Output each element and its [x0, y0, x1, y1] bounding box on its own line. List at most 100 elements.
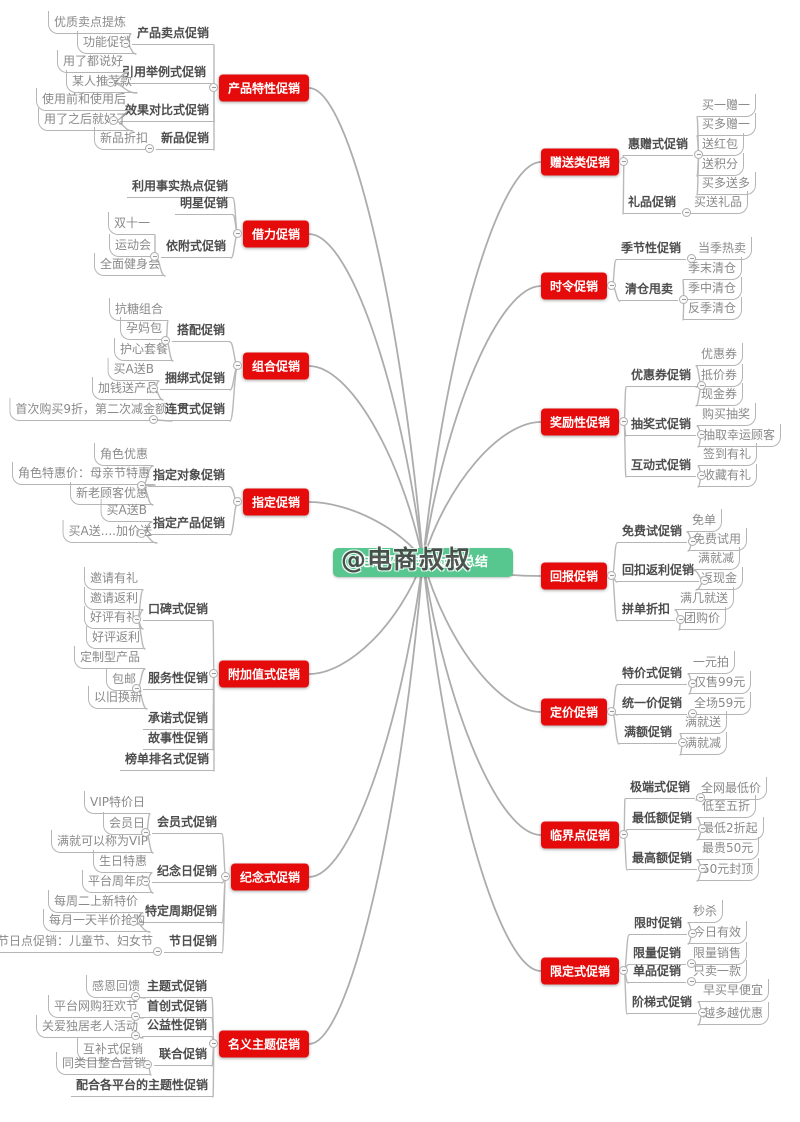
leaf-topic[interactable]: 邀请返利: [83, 587, 143, 610]
subtopic[interactable]: 承诺式促销: [142, 707, 213, 730]
subtopic[interactable]: 依附式促销: [160, 235, 231, 258]
leaf-topic[interactable]: 限量销售: [688, 942, 748, 965]
subtopic[interactable]: 清仓甩卖: [620, 278, 679, 301]
subtopic[interactable]: 特价式促销: [617, 662, 688, 685]
branch-topic[interactable]: 回报促销: [541, 562, 608, 590]
subtopic[interactable]: 指定产品促销: [147, 512, 230, 535]
leaf-topic[interactable]: 季末清仓: [683, 257, 743, 280]
collapse-button[interactable]: [161, 336, 170, 345]
collapse-button[interactable]: [141, 828, 150, 837]
leaf-topic[interactable]: 使用前和使用后: [35, 88, 131, 111]
leaf-topic[interactable]: 最低2折起: [697, 817, 764, 840]
leaf-topic[interactable]: 当季热卖: [693, 237, 753, 260]
branch-topic[interactable]: 指定促销: [242, 488, 309, 516]
subtopic[interactable]: 配合各平台的主题性促销: [70, 1074, 213, 1097]
leaf-topic[interactable]: 买送礼品: [689, 191, 749, 214]
leaf-topic[interactable]: 买多送多: [697, 172, 757, 195]
leaf-topic[interactable]: 满就减: [693, 547, 741, 570]
subtopic[interactable]: 礼品促销: [623, 191, 682, 214]
leaf-topic[interactable]: 节日点促销：儿童节、妇女节: [0, 930, 158, 953]
collapse-button[interactable]: [121, 39, 130, 48]
branch-topic[interactable]: 附加值式促销: [218, 660, 309, 688]
leaf-topic[interactable]: 仅售99元: [689, 671, 752, 694]
leaf-topic[interactable]: 买A送....加价送: [62, 520, 157, 543]
collapse-button[interactable]: [233, 361, 242, 370]
center-topic[interactable]: 电商平台活动促销总结: [333, 548, 513, 577]
leaf-topic[interactable]: 某人推荐款: [65, 70, 137, 93]
collapse-button[interactable]: [698, 864, 707, 873]
collapse-button[interactable]: [131, 1012, 140, 1021]
collapse-button[interactable]: [209, 1039, 218, 1048]
leaf-topic[interactable]: 好评返利: [85, 626, 145, 649]
collapse-button[interactable]: [619, 830, 628, 839]
leaf-topic[interactable]: 平台周年庆: [81, 870, 153, 893]
subtopic[interactable]: 主题式促销: [141, 975, 212, 998]
collapse-button[interactable]: [150, 252, 159, 261]
collapse-button[interactable]: [678, 738, 687, 747]
branch-topic[interactable]: 借力促销: [242, 220, 309, 248]
collapse-button[interactable]: [137, 529, 146, 538]
leaf-topic[interactable]: 送积分: [697, 153, 745, 176]
subtopic[interactable]: 节日促销: [163, 930, 222, 953]
subtopic[interactable]: 连贯式促销: [159, 398, 230, 421]
collapse-button[interactable]: [149, 384, 158, 393]
subtopic[interactable]: 最低额促销: [627, 807, 698, 830]
collapse-button[interactable]: [233, 497, 242, 506]
collapse-button[interactable]: [688, 709, 697, 718]
collapse-button[interactable]: [153, 947, 162, 956]
branch-topic[interactable]: 定价促销: [541, 698, 608, 726]
collapse-button[interactable]: [696, 793, 705, 802]
leaf-topic[interactable]: 感恩回馈: [85, 975, 145, 998]
collapse-button[interactable]: [209, 83, 218, 92]
collapse-button[interactable]: [700, 576, 709, 585]
leaf-topic[interactable]: 团购价: [679, 607, 727, 630]
leaf-topic[interactable]: 免单: [687, 509, 723, 532]
subtopic[interactable]: 搭配促销: [171, 319, 230, 342]
collapse-button[interactable]: [688, 679, 697, 688]
leaf-topic[interactable]: 运动会: [108, 234, 156, 257]
leaf-topic[interactable]: 护心套餐: [113, 338, 173, 361]
leaf-topic[interactable]: 现金券: [696, 383, 744, 406]
leaf-topic[interactable]: 抗糖组合: [108, 298, 168, 321]
subtopic[interactable]: 互动式促销: [626, 454, 697, 477]
subtopic[interactable]: 季节性促销: [616, 237, 687, 260]
leaf-topic[interactable]: 满就减: [680, 732, 728, 755]
collapse-button[interactable]: [687, 254, 696, 263]
leaf-topic[interactable]: 买多赠一: [697, 113, 757, 136]
leaf-topic[interactable]: 签到有礼: [698, 443, 758, 466]
leaf-topic[interactable]: 返现金: [696, 567, 744, 590]
leaf-topic[interactable]: 包邮: [105, 668, 141, 691]
subtopic[interactable]: 拼单折扣: [617, 598, 676, 621]
leaf-topic[interactable]: 低至五折: [697, 795, 757, 818]
leaf-topic[interactable]: 功能促销: [76, 31, 136, 54]
subtopic[interactable]: 单品促销: [628, 960, 687, 983]
leaf-topic[interactable]: 生日特惠: [92, 850, 152, 873]
leaf-topic[interactable]: 最贵50元: [697, 837, 760, 860]
leaf-topic[interactable]: 首次购买9折，第二次减金额: [9, 398, 172, 421]
collapse-button[interactable]: [607, 707, 616, 716]
leaf-topic[interactable]: 买一赠一: [697, 94, 757, 117]
collapse-button[interactable]: [697, 381, 706, 390]
subtopic[interactable]: 引用举例式促销: [116, 61, 211, 84]
subtopic[interactable]: 阶梯式促销: [627, 991, 698, 1014]
leaf-topic[interactable]: 用了之后就好了: [37, 108, 133, 131]
collapse-button[interactable]: [131, 1031, 140, 1040]
subtopic[interactable]: 指定对象促销: [147, 464, 230, 487]
collapse-button[interactable]: [619, 417, 628, 426]
subtopic[interactable]: 效果对比式促销: [119, 99, 214, 122]
collapse-button[interactable]: [137, 481, 146, 490]
subtopic[interactable]: 会员式促销: [151, 811, 222, 834]
collapse-button[interactable]: [221, 872, 230, 881]
subtopic[interactable]: 免费试促销: [617, 520, 688, 543]
leaf-topic[interactable]: 全网最低价: [696, 777, 768, 800]
collapse-button[interactable]: [129, 917, 138, 926]
leaf-topic[interactable]: 免费试用: [688, 528, 748, 551]
collapse-button[interactable]: [698, 824, 707, 833]
collapse-button[interactable]: [694, 150, 703, 159]
leaf-topic[interactable]: 以旧换新: [87, 686, 147, 709]
collapse-button[interactable]: [145, 144, 154, 153]
leaf-topic[interactable]: 50元封顶: [697, 858, 760, 881]
subtopic[interactable]: 纪念日促销: [151, 860, 222, 883]
leaf-topic[interactable]: 定制型产品: [73, 646, 145, 669]
leaf-topic[interactable]: 抽取幸运顾客: [698, 424, 782, 447]
